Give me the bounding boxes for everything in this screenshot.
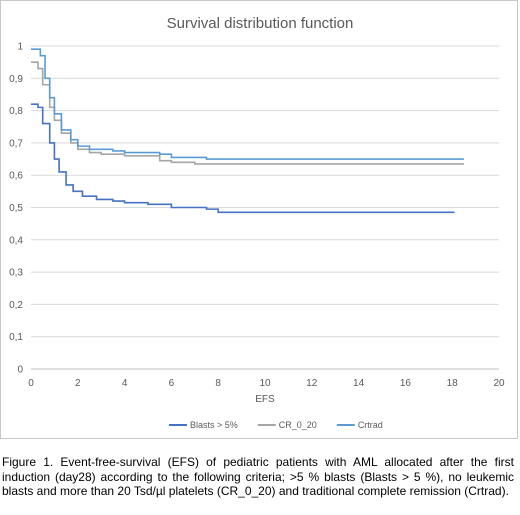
series-lines xyxy=(31,48,464,214)
chart-frame: Survival distribution function 0 0,1 0,2 0,… xyxy=(0,0,518,439)
legend-label-1: CR_0_20 xyxy=(279,420,317,430)
legend-label-2: Crtrad xyxy=(358,420,383,430)
x-tick-label: 14 xyxy=(353,378,365,389)
y-tick-label: 1 xyxy=(17,42,23,53)
y-tick-label: 0,2 xyxy=(9,300,23,311)
x-tick-label: 12 xyxy=(306,378,318,389)
y-tick-label: 0,1 xyxy=(9,332,23,343)
tick-labels: 00,10,20,30,40,50,60,70,80,910 2 4 6 8 10 12 14… xyxy=(9,42,505,390)
x-tick-label: 20 xyxy=(493,378,505,389)
y-tick-label: 0,5 xyxy=(9,203,23,214)
x-tick-label: 16 xyxy=(400,378,412,389)
series-line-0 xyxy=(31,103,455,214)
x-axis-title: EFS xyxy=(255,394,275,405)
y-tick-label: 0,7 xyxy=(9,138,23,149)
x-tick-label: 6 xyxy=(169,378,175,389)
figure-caption: Figure 1. Event-free-survival (EFS) of p… xyxy=(2,455,514,498)
series-line-2 xyxy=(31,48,464,160)
y-tick-label: 0,3 xyxy=(9,268,23,279)
y-tick-label: 0,4 xyxy=(9,235,23,246)
legend-label-0: Blasts > 5% xyxy=(190,420,238,430)
chart-svg: Survival distribution function 0 0,1 0,2 0,… xyxy=(9,15,505,430)
x-tick-label: 2 xyxy=(75,378,81,389)
y-tick-label: 0 xyxy=(17,365,23,376)
legend: Blasts > 5% CR_0_20 Crtrad xyxy=(169,420,383,430)
x-tick-label: 8 xyxy=(215,378,221,389)
x-tick-label: 10 xyxy=(259,378,271,389)
y-tick-label: 0,9 xyxy=(9,74,23,85)
x-tick-label: 0 xyxy=(28,378,34,389)
gridlines xyxy=(31,45,499,370)
x-tick-label: 18 xyxy=(447,378,459,389)
x-tick-label: 4 xyxy=(122,378,128,389)
y-tick-label: 0,8 xyxy=(9,106,23,117)
chart-title: Survival distribution function xyxy=(167,15,354,32)
y-tick-label: 0,6 xyxy=(9,171,23,182)
